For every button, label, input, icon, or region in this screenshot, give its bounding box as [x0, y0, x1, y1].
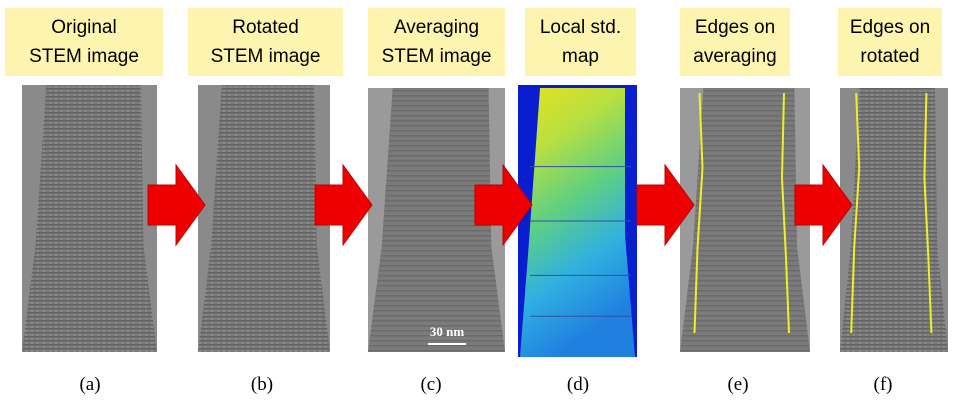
panel-title: Local std. [540, 17, 621, 38]
caption: (b) [251, 374, 273, 395]
panel: Original STEM image (a) [5, 8, 163, 395]
panel: Local std. map (d) [518, 8, 637, 395]
panel-title: Edges on [850, 17, 930, 38]
panel-title: Original [51, 17, 116, 38]
panels: Original STEM image (a) Rotated STEM image (b… [5, 8, 948, 395]
panel-title: Rotated [232, 17, 299, 38]
caption: (a) [79, 374, 100, 395]
panel-title: Averaging [394, 17, 479, 38]
panel-title: STEM image [211, 46, 321, 67]
panel-title: Edges on [695, 17, 775, 38]
caption: (c) [420, 374, 441, 395]
panel: Edges on rotated (f) [838, 8, 948, 395]
caption: (f) [874, 374, 893, 395]
figure: Original STEM image (a) Rotated STEM image (b… [0, 0, 954, 405]
panel-title: rotated [860, 46, 919, 67]
panel-title: STEM image [29, 46, 139, 67]
caption: (d) [567, 374, 589, 395]
panel-title: averaging [693, 46, 776, 67]
panel-title: STEM image [382, 46, 492, 67]
scale-label: 30 nm [430, 324, 464, 339]
panel: Edges on averaging (e) [680, 8, 810, 395]
caption: (e) [727, 374, 748, 395]
panel-title: map [562, 46, 599, 67]
